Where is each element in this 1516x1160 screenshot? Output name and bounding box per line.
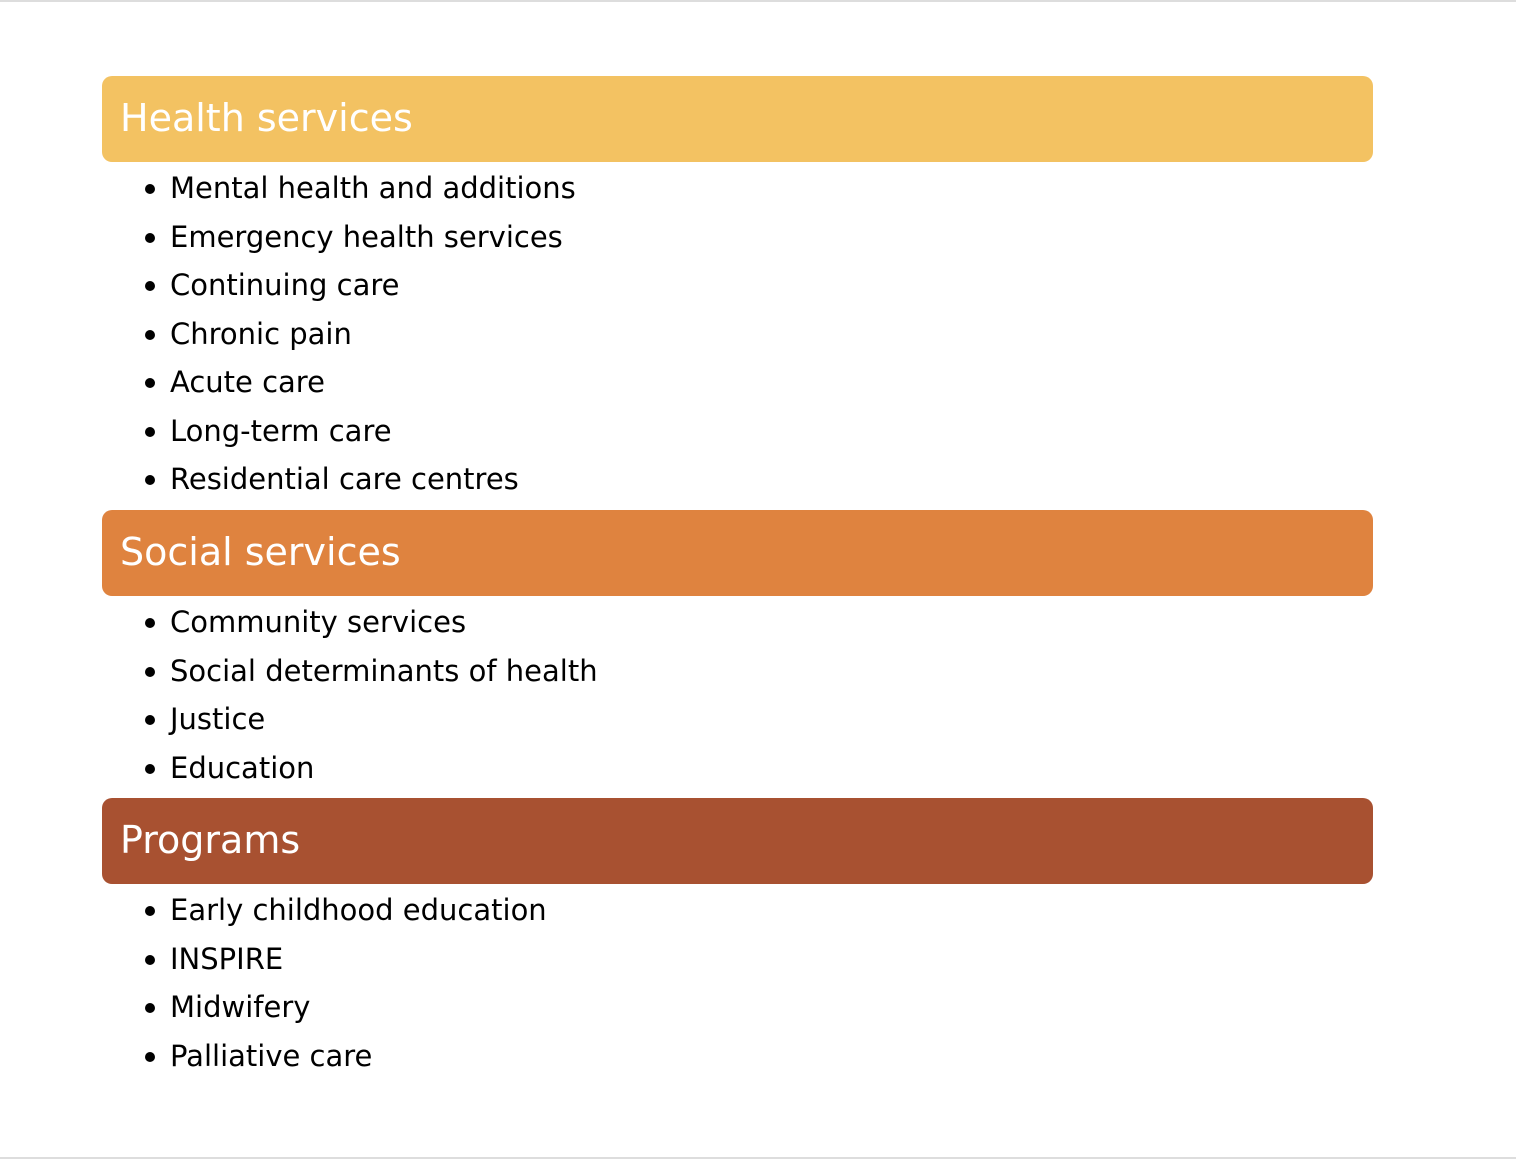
list-item: Education [145, 744, 1373, 793]
list-item: Community services [145, 598, 1373, 647]
list-item: Acute care [145, 358, 1373, 407]
bullet-list: Mental health and additions Emergency hea… [102, 164, 1373, 504]
section: Programs Early childhood education INSPIRE… [102, 798, 1373, 1080]
section-header: Programs [102, 798, 1373, 884]
section-header: Social services [102, 510, 1373, 596]
bullet-list: Early childhood education INSPIRE Midwifer… [102, 886, 1373, 1080]
list-item: Emergency health services [145, 213, 1373, 262]
list-item: Midwifery [145, 983, 1373, 1032]
list-item: Early childhood education [145, 886, 1373, 935]
list-item: Continuing care [145, 261, 1373, 310]
list-item: Mental health and additions [145, 164, 1373, 213]
list-item: Justice [145, 695, 1373, 744]
list-item: Social determinants of health [145, 647, 1373, 696]
section: Social services Community services Social … [102, 510, 1373, 792]
section-header: Health services [102, 76, 1373, 162]
divider [0, 1157, 1516, 1159]
section: Health services Mental health and additio… [102, 76, 1373, 504]
list-item: Chronic pain [145, 310, 1373, 359]
list-item: INSPIRE [145, 935, 1373, 984]
bullet-list: Community services Social determinants of… [102, 598, 1373, 792]
list-item: Long-term care [145, 407, 1373, 456]
list-item: Residential care centres [145, 455, 1373, 504]
list-item: Palliative care [145, 1032, 1373, 1081]
divider [0, 0, 1516, 2]
